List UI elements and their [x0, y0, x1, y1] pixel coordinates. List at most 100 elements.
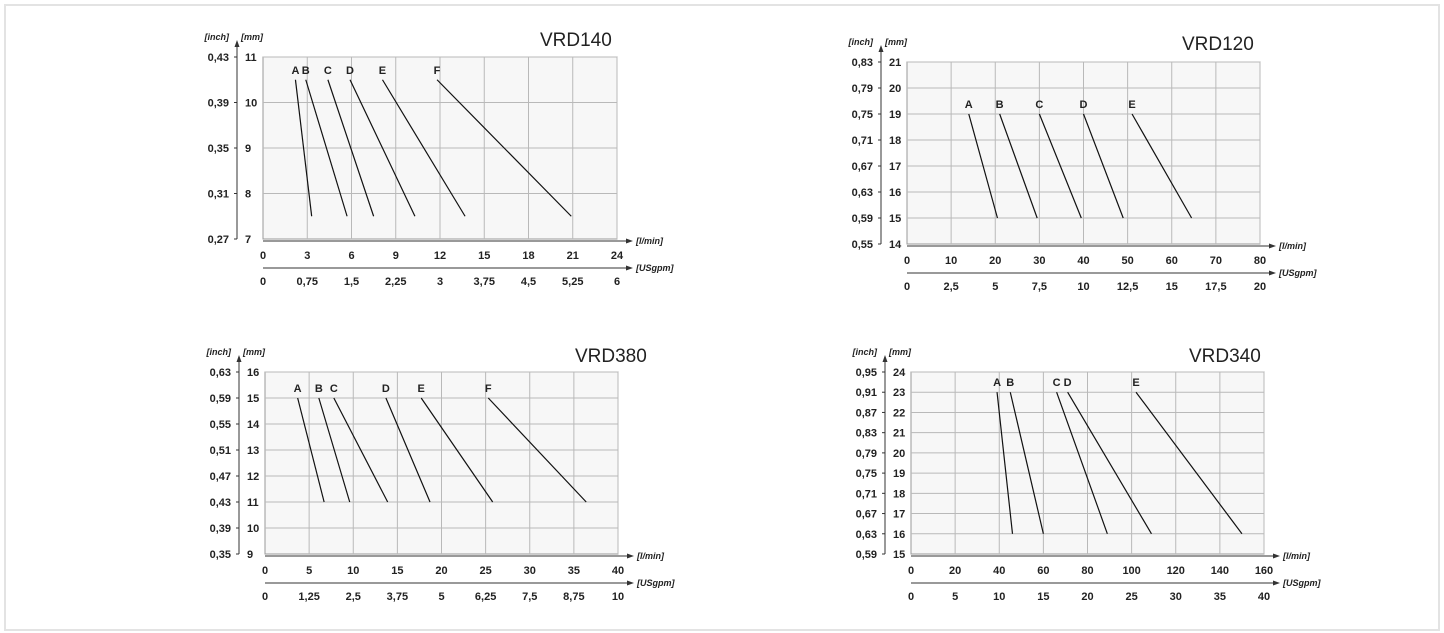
x-tick-label: 40 — [1077, 255, 1089, 267]
y2-tick-label: 0,55 — [210, 419, 231, 431]
series-label-e: E — [1128, 99, 1135, 111]
x2-tick-label: 2,25 — [385, 276, 406, 288]
y2-tick-label: 0,39 — [210, 523, 231, 535]
y-tick-label: 17 — [889, 161, 901, 173]
x2-tick-label: 20 — [1081, 591, 1093, 603]
chart-title: VRD120 — [1182, 34, 1254, 55]
series-label-a: A — [294, 383, 302, 395]
x-tick-label: 80 — [1254, 255, 1266, 267]
x-unit-label: [l/min] — [635, 236, 664, 246]
series-label-e: E — [418, 383, 425, 395]
y2-tick-label: 0,43 — [208, 52, 229, 64]
series-line-b — [305, 79, 348, 217]
series-label-f: F — [485, 383, 492, 395]
y2-tick-label: 0,63 — [210, 367, 231, 379]
series-line-e — [420, 397, 494, 503]
y-tick-label: 15 — [893, 549, 905, 561]
series-line-a — [294, 79, 313, 217]
y2-unit-label: [inch] — [848, 37, 874, 47]
series-line-d — [1067, 391, 1152, 535]
x2-tick-label: 3 — [437, 276, 443, 288]
x2-tick-label: 40 — [1258, 591, 1270, 603]
x2-tick-label: 25 — [1126, 591, 1138, 603]
series-label-f: F — [434, 65, 441, 77]
x-tick-label: 20 — [989, 255, 1001, 267]
y-tick-label: 12 — [247, 471, 259, 483]
x-tick-label: 160 — [1255, 565, 1273, 577]
y-tick-label: 23 — [893, 387, 905, 399]
series-line-d — [349, 79, 416, 217]
y2-tick-label: 0,55 — [852, 239, 873, 251]
y-axis-arrow — [878, 45, 884, 52]
figure-frame — [4, 4, 1440, 631]
y-tick-label: 15 — [247, 393, 259, 405]
x2-tick-label: 17,5 — [1205, 281, 1226, 293]
series-label-c: C — [1053, 377, 1061, 389]
x2-tick-label: 5 — [992, 281, 998, 293]
x-tick-label: 10 — [945, 255, 957, 267]
series-line-e — [1131, 113, 1193, 219]
x-axis-arrow — [1269, 243, 1276, 249]
y2-tick-label: 0,83 — [856, 428, 877, 440]
y-unit-label: [mm] — [888, 347, 912, 357]
y2-tick-label: 0,75 — [852, 109, 873, 121]
series-line-f — [436, 79, 572, 217]
x2-tick-label: 1,5 — [344, 276, 359, 288]
y-tick-label: 19 — [889, 109, 901, 121]
chart-svg: 14 15 16 17 18 19 20 21 0,55 0,59 0,63 0,67 0,71 0,75… — [848, 37, 1318, 293]
x2-unit-label: [USgpm] — [635, 263, 674, 273]
y-unit-label: [mm] — [242, 347, 266, 357]
chart-title: VRD380 — [575, 346, 647, 367]
x2-tick-label: 0,75 — [297, 276, 318, 288]
x-tick-label: 18 — [522, 250, 534, 262]
y2-unit-label: [inch] — [852, 347, 878, 357]
x2-tick-label: 6 — [614, 276, 620, 288]
x2-tick-label: 5 — [952, 591, 958, 603]
x2-axis-arrow — [1269, 270, 1276, 276]
y-axis-arrow — [882, 355, 888, 362]
x2-tick-label: 2,5 — [943, 281, 958, 293]
x2-tick-label: 12,5 — [1117, 281, 1138, 293]
series-label-b: B — [1006, 377, 1014, 389]
x-unit-label: [l/min] — [1282, 551, 1311, 561]
x2-tick-label: 7,5 — [1032, 281, 1047, 293]
y-tick-label: 14 — [247, 419, 260, 431]
x-tick-label: 0 — [262, 565, 268, 577]
x-tick-label: 0 — [904, 255, 910, 267]
series-label-b: B — [302, 65, 310, 77]
series-line-b — [999, 113, 1038, 219]
x-tick-label: 0 — [260, 250, 266, 262]
x-tick-label: 10 — [347, 565, 359, 577]
y2-tick-label: 0,59 — [210, 393, 231, 405]
y2-tick-label: 0,87 — [856, 407, 877, 419]
x-tick-label: 120 — [1167, 565, 1185, 577]
x-tick-label: 24 — [611, 250, 624, 262]
x2-tick-label: 35 — [1214, 591, 1226, 603]
x2-axis-arrow — [1273, 580, 1280, 586]
y-tick-label: 18 — [889, 135, 901, 147]
series-line-c — [1038, 113, 1082, 219]
x-axis-arrow — [1273, 553, 1280, 559]
series-line-e — [1135, 391, 1243, 535]
x2-tick-label: 6,25 — [475, 591, 496, 603]
series-label-b: B — [315, 383, 323, 395]
x-tick-label: 30 — [1033, 255, 1045, 267]
series-line-c — [1056, 392, 1108, 534]
x-tick-label: 140 — [1211, 565, 1229, 577]
x2-tick-label: 0 — [262, 591, 268, 603]
series-label-a: A — [965, 99, 973, 111]
x-tick-label: 20 — [949, 565, 961, 577]
x2-tick-label: 3,75 — [474, 276, 495, 288]
y-tick-label: 11 — [247, 497, 259, 509]
y2-tick-label: 0,79 — [856, 448, 877, 460]
x2-tick-label: 5 — [438, 591, 444, 603]
y-tick-label: 20 — [893, 448, 905, 460]
y-tick-label: 24 — [893, 367, 906, 379]
x2-tick-label: 0 — [904, 281, 910, 293]
x-tick-label: 0 — [908, 565, 914, 577]
x2-tick-label: 4,5 — [521, 276, 536, 288]
series-label-d: D — [346, 65, 354, 77]
x2-axis-arrow — [627, 580, 634, 586]
y-tick-label: 14 — [889, 239, 902, 251]
series-label-e: E — [1132, 377, 1139, 389]
